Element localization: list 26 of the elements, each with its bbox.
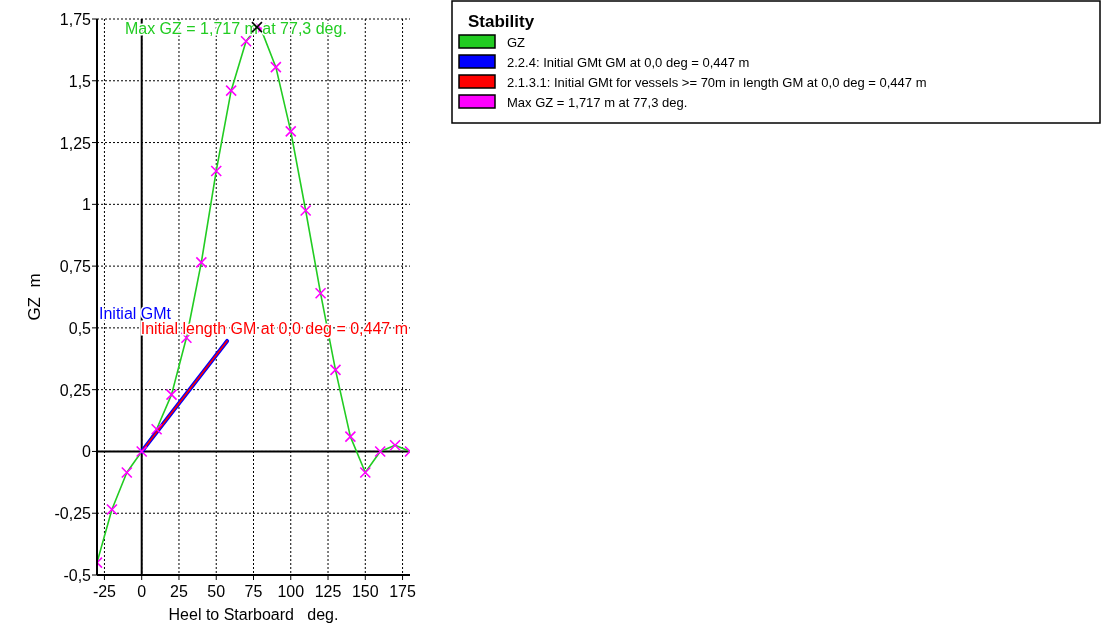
x-tick-label: 100 [277, 583, 305, 600]
y-tick-label: 1 [82, 196, 92, 214]
y-axis-title: GZ m [25, 273, 44, 321]
legend-title: Stability [468, 12, 535, 31]
x-tick-label: 150 [351, 583, 379, 600]
y-tick-label: 0,25 [59, 381, 92, 399]
y-tick-label: -0,5 [63, 567, 92, 584]
x-tick-label: 0 [137, 583, 147, 600]
y-tick-label: 0,5 [68, 319, 92, 337]
y-tick-label: 0,75 [59, 258, 92, 276]
x-tick-label: 25 [170, 583, 188, 600]
x-tick-label: 50 [207, 583, 226, 600]
legend-label: 2.2.4: Initial GMt GM at 0,0 deg = 0,447 m [507, 55, 750, 70]
y-tick-label: 1,25 [59, 134, 92, 152]
y-tick-label: -0,25 [54, 505, 92, 523]
x-tick-label: 175 [389, 583, 416, 600]
legend-label: GZ [507, 35, 526, 50]
x-tick-label: -25 [92, 583, 117, 600]
legend-label: 2.1.3.1: Initial GMt for vessels >= 70m in length GM at 0,0 deg = 0,447 m [507, 75, 927, 90]
y-tick-label: 0 [82, 443, 92, 461]
x-tick-label: 125 [314, 583, 342, 600]
legend-label: Max GZ = 1,717 m at 77,3 deg. [507, 95, 688, 110]
y-tick-label: 1,5 [68, 72, 92, 90]
y-tick-label: 1,75 [59, 11, 92, 28]
x-tick-label: 75 [244, 583, 263, 600]
x-axis-title: Heel to Starboard deg. [168, 606, 339, 623]
